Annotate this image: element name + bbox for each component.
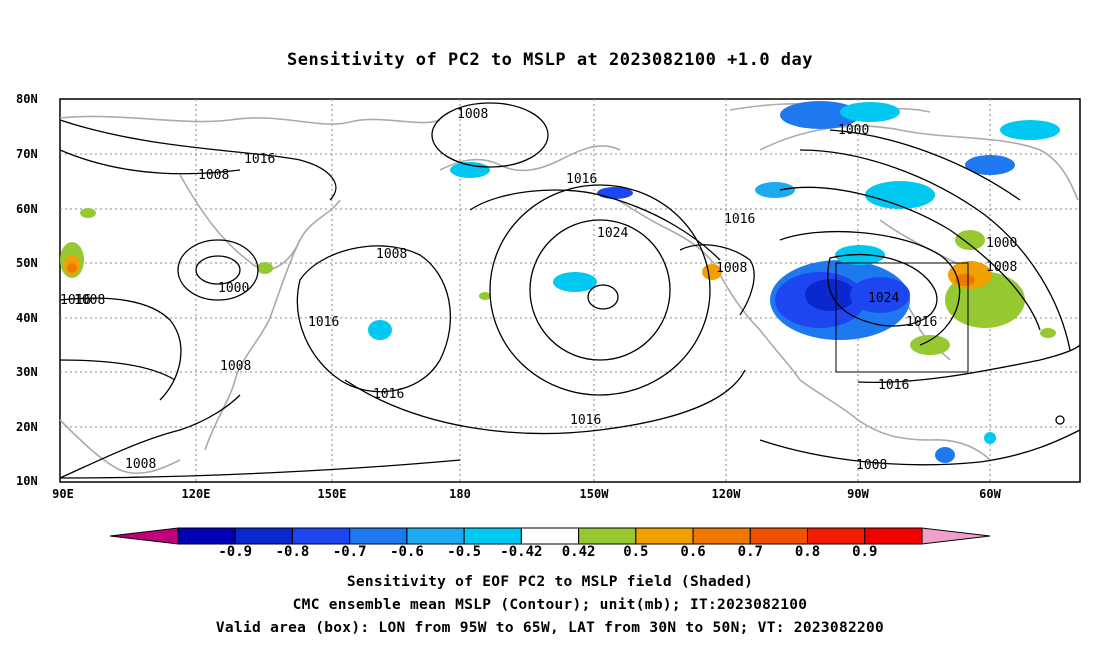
colorbar-box bbox=[749, 527, 809, 545]
caption-line-1: Sensitivity of EOF PC2 to MSLP field (Sh… bbox=[346, 574, 754, 590]
lon-label: 60W bbox=[979, 487, 1001, 501]
contour-label: 1016 bbox=[724, 212, 755, 227]
colorbar-tick-label: 0.42 bbox=[561, 544, 596, 560]
colorbar-tick-label: -0.42 bbox=[500, 544, 543, 560]
colorbar-tick-label: -0.7 bbox=[332, 544, 367, 560]
contour-label: 1008 bbox=[376, 247, 407, 262]
contour-label: 1016 bbox=[244, 152, 275, 167]
colorbar-tick-label: 0.5 bbox=[623, 544, 649, 560]
colorbar-tick-label: 0.8 bbox=[794, 544, 821, 560]
lat-label: 50N bbox=[16, 256, 38, 270]
colorbar-tick-label: -0.6 bbox=[390, 544, 424, 560]
colorbar-boxes bbox=[109, 527, 991, 545]
contour-label: 1008 bbox=[457, 107, 488, 122]
contour-label: 1016 bbox=[566, 172, 597, 187]
contour-label: 1008 bbox=[125, 457, 156, 472]
contour-label: 1016 bbox=[570, 413, 601, 428]
colorbar-box bbox=[406, 527, 465, 545]
contour-label: 1008 bbox=[716, 261, 747, 276]
lat-label: 80N bbox=[16, 92, 38, 106]
contour-labels: 1008 1016 1008 1016 1016 1000 1008 1024 … bbox=[60, 107, 1017, 473]
colorbar-box bbox=[692, 527, 751, 545]
contour-label: 1008 bbox=[986, 260, 1017, 275]
colorbar-tick-label: 0.6 bbox=[680, 544, 706, 560]
contour-label: 1008 bbox=[74, 293, 105, 308]
lat-label: 40N bbox=[16, 311, 38, 325]
colorbar-box bbox=[291, 527, 351, 545]
lon-label: 180 bbox=[449, 487, 471, 501]
colorbar-box bbox=[234, 527, 293, 545]
lon-label: 90E bbox=[52, 487, 74, 501]
colorbar-box bbox=[635, 527, 694, 545]
lon-label: 90W bbox=[847, 487, 869, 501]
colorbar-tick-label: -0.5 bbox=[447, 544, 481, 560]
contour-label: 1016 bbox=[373, 387, 404, 402]
contour-label: 1024 bbox=[597, 226, 628, 241]
colorbar-tick-label: 0.7 bbox=[737, 544, 763, 560]
lat-label: 30N bbox=[16, 365, 38, 379]
colorbar-tick-label: -0.9 bbox=[218, 544, 253, 560]
colorbar-tick-label: 0.9 bbox=[852, 544, 878, 560]
contour-label: 1000 bbox=[838, 123, 869, 138]
contour-label: 1016 bbox=[60, 293, 91, 308]
caption-line-2: CMC ensemble mean MSLP (Contour); unit(m… bbox=[292, 597, 808, 613]
colorbar-box bbox=[520, 527, 580, 545]
figure-title: Sensitivity of PC2 to MSLP at 2023082100… bbox=[286, 50, 813, 70]
lon-label: 120W bbox=[711, 487, 741, 501]
contour-label: 1016 bbox=[878, 378, 909, 393]
colorbar-box bbox=[807, 527, 866, 545]
valid-area-box bbox=[835, 262, 969, 373]
contour-label: 1024 bbox=[868, 291, 899, 306]
contour-label: 1008 bbox=[856, 458, 887, 473]
colorbar-box bbox=[463, 527, 522, 545]
lon-label: 120E bbox=[181, 487, 211, 501]
contour-label: 1016 bbox=[906, 315, 937, 330]
colorbar-box bbox=[578, 527, 637, 545]
colorbar-tick-label: -0.8 bbox=[275, 544, 310, 560]
contour-label: 1016 bbox=[308, 315, 339, 330]
contour-label: 1000 bbox=[218, 281, 249, 296]
colorbar-box bbox=[349, 527, 408, 545]
contour-label: 1008 bbox=[220, 359, 251, 374]
lat-label: 10N bbox=[16, 474, 38, 488]
contour-label: 1000 bbox=[986, 236, 1017, 251]
lat-label: 20N bbox=[16, 420, 38, 434]
lat-label: 60N bbox=[16, 202, 38, 216]
contour-label: 1008 bbox=[198, 168, 229, 183]
colorbar-right-arrow bbox=[921, 527, 991, 545]
lon-label: 150E bbox=[317, 487, 347, 501]
colorbar-box bbox=[864, 527, 923, 545]
lat-label: 70N bbox=[16, 147, 38, 161]
colorbar-left-arrow bbox=[109, 527, 179, 545]
mslp-contours bbox=[59, 102, 1081, 479]
colorbar-box bbox=[177, 527, 236, 545]
lon-label: 150W bbox=[579, 487, 609, 501]
caption-line-3: Valid area (box): LON from 95W to 65W, L… bbox=[215, 620, 885, 636]
